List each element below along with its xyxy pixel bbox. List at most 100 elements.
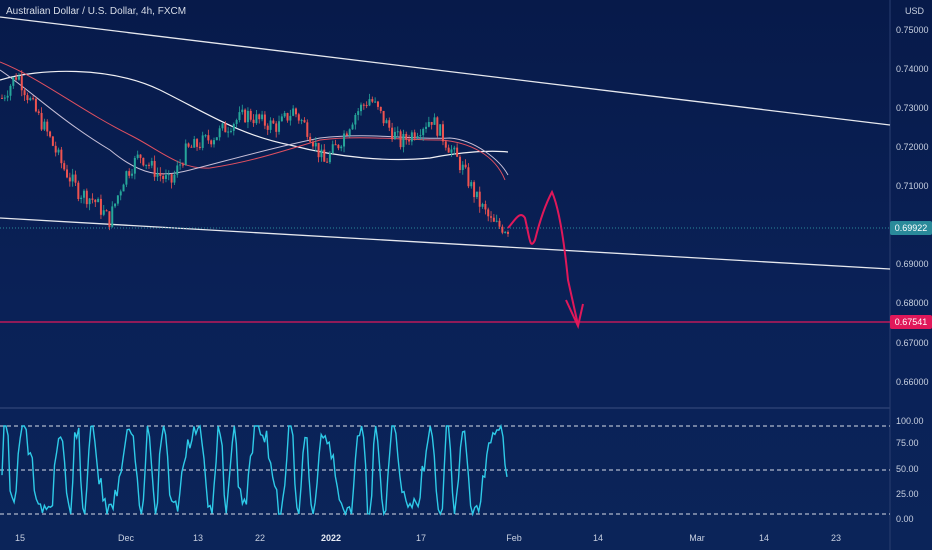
candle-body (292, 108, 295, 116)
candle-body (376, 101, 379, 107)
candle-body (91, 198, 94, 200)
candle-body (311, 141, 314, 147)
candle-body (215, 137, 218, 141)
candle-body (379, 106, 382, 111)
candle-body (425, 126, 428, 129)
candle-body (413, 132, 416, 139)
lower-trendline[interactable] (0, 217, 891, 270)
candle-body (170, 174, 173, 183)
candle-body (32, 98, 35, 100)
candle-body (388, 120, 391, 128)
candle-body (300, 120, 303, 122)
stoch-tick: 100.00 (896, 416, 924, 426)
candle-body (263, 114, 266, 126)
candle-body (430, 121, 433, 125)
candle-body (410, 132, 413, 142)
stoch-tick: 0.00 (896, 514, 914, 524)
price-tick: 0.73000 (896, 103, 929, 113)
candle-body (323, 149, 326, 162)
candle-body (60, 149, 63, 164)
stochastic-line (1, 423, 508, 517)
candle-body (498, 220, 501, 227)
candle-body (258, 114, 261, 120)
price-candles (1, 70, 509, 237)
candle-body (139, 154, 142, 158)
candle-body (340, 146, 343, 149)
candle-body (289, 115, 292, 121)
candle-body (218, 128, 221, 138)
time-tick: 14 (592, 533, 604, 543)
candle-body (162, 176, 165, 179)
candle-body (331, 144, 334, 154)
candle-body (213, 140, 216, 145)
candle-body (224, 123, 227, 133)
time-tick: 14 (758, 533, 770, 543)
candle-body (49, 131, 52, 137)
candle-body (17, 75, 20, 80)
candle-body (94, 199, 97, 203)
candle-body (436, 117, 439, 136)
candle-body (357, 111, 360, 115)
candle-body (464, 164, 467, 168)
candle-body (133, 157, 136, 174)
candle-body (252, 119, 255, 124)
candle-body (145, 164, 148, 166)
candle-body (167, 174, 170, 176)
candle-body (147, 164, 150, 166)
currency-label: USD (905, 6, 925, 16)
candle-body (470, 182, 473, 187)
candle-body (348, 129, 351, 136)
price-tick: 0.74000 (896, 64, 929, 74)
candle-body (80, 197, 83, 199)
candle-body (475, 191, 478, 198)
candle-body (351, 124, 354, 130)
candle-body (507, 231, 509, 234)
candle-body (495, 220, 498, 222)
candle-body (176, 165, 179, 175)
candle-body (122, 184, 125, 192)
candle-body (399, 131, 402, 148)
candle-body (337, 144, 340, 149)
candle-body (441, 124, 444, 142)
candle-body (128, 171, 131, 176)
candle-body (54, 145, 57, 153)
candle-body (368, 99, 371, 106)
candle-body (447, 147, 450, 153)
candle-body (181, 164, 184, 166)
candle-body (371, 99, 374, 102)
candle-body (153, 160, 156, 177)
projection-arrowhead (565, 299, 584, 330)
candle-body (374, 101, 377, 103)
stoch-tick: 75.00 (896, 438, 919, 448)
current-price-badge: 0.69922 (890, 221, 932, 235)
candle-body (193, 139, 196, 148)
candle-body (85, 190, 88, 205)
candle-body (269, 120, 272, 130)
candle-body (125, 171, 128, 185)
candle-body (164, 175, 167, 179)
candle-body (12, 77, 15, 86)
candle-body (362, 104, 365, 106)
candle-body (334, 144, 337, 146)
candle-body (450, 149, 453, 153)
candle-body (467, 167, 470, 187)
upper-trendline[interactable] (0, 16, 891, 126)
stoch-tick: 50.00 (896, 464, 919, 474)
candle-body (382, 110, 385, 124)
time-tick-year: 2022 (320, 533, 342, 543)
time-tick: 23 (830, 533, 842, 543)
candle-body (244, 109, 247, 123)
candle-body (142, 157, 145, 166)
candle-body (207, 135, 210, 141)
candle-body (487, 209, 490, 217)
candle-body (102, 210, 105, 215)
time-tick: 15 (14, 533, 26, 543)
candle-body (492, 217, 495, 222)
candle-body (286, 113, 289, 121)
candle-body (501, 226, 504, 233)
candle-body (179, 164, 182, 166)
candle-body (51, 136, 54, 146)
candle-body (71, 174, 74, 182)
